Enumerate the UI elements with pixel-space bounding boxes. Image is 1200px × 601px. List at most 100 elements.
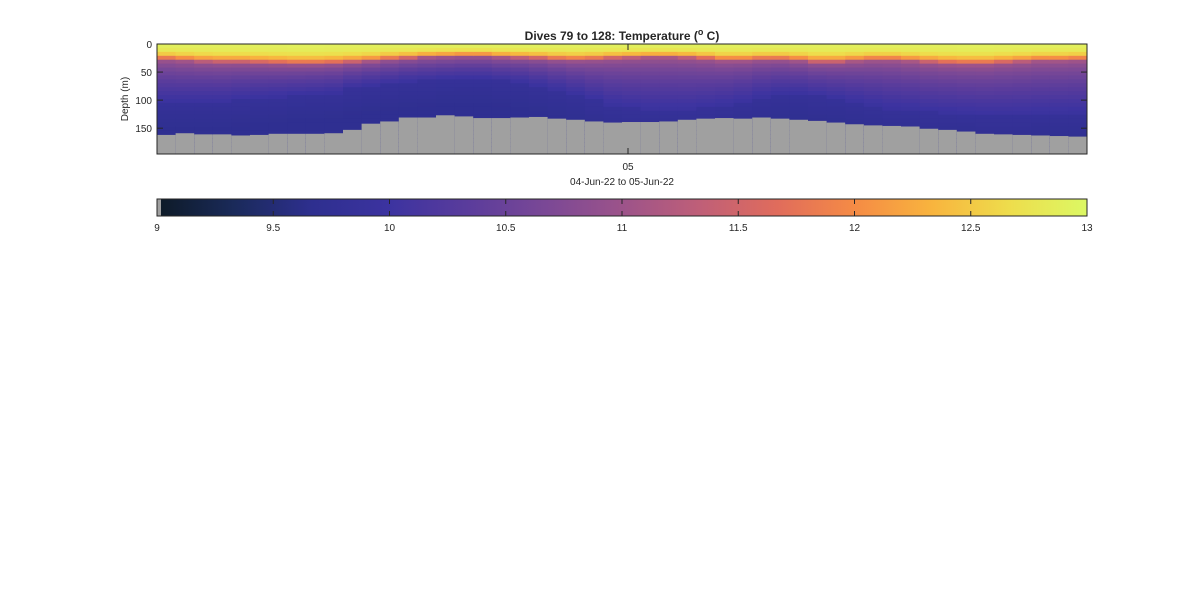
- heatmap-cell: [1068, 126, 1087, 132]
- heatmap-cell: [826, 95, 846, 100]
- heatmap-cell: [231, 130, 251, 135]
- heatmap-cell: [975, 71, 995, 77]
- heatmap-cell: [733, 99, 753, 104]
- heatmap-cell: [994, 114, 1014, 120]
- heatmap-cell: [715, 110, 735, 116]
- heatmap-cell: [417, 55, 437, 61]
- heatmap-cell: [1049, 71, 1069, 77]
- heatmap-cell: [157, 122, 177, 128]
- heatmap-cell: [1012, 95, 1032, 100]
- heatmap-cell: [491, 63, 511, 69]
- heatmap-cell: [547, 95, 567, 100]
- heatmap-cell: [1049, 87, 1069, 92]
- heatmap-cell: [1049, 114, 1069, 120]
- heatmap-cell: [975, 110, 995, 116]
- heatmap-cell: [770, 51, 790, 57]
- heatmap-cell: [529, 83, 549, 88]
- heatmap-cell: [436, 83, 456, 88]
- heatmap-cell: [1012, 122, 1032, 128]
- heatmap-cell: [956, 44, 976, 49]
- heatmap-cell: [454, 47, 474, 53]
- heatmap-cell: [361, 83, 381, 88]
- heatmap-cell: [901, 110, 921, 116]
- heatmap-cell: [454, 63, 474, 69]
- heatmap-cell: [622, 118, 642, 124]
- heatmap-cell: [938, 59, 958, 65]
- heatmap-cell: [566, 51, 586, 57]
- heatmap-cell: [826, 83, 846, 88]
- heatmap-cell: [808, 51, 828, 57]
- heatmap-cell: [250, 122, 270, 128]
- heatmap-cell: [640, 79, 660, 84]
- heatmap-cell: [547, 99, 567, 104]
- heatmap-cell: [566, 110, 586, 116]
- heatmap-cell: [417, 102, 437, 108]
- heatmap-cell: [696, 102, 716, 108]
- heatmap-cell: [268, 130, 288, 135]
- heatmap-cell: [677, 67, 697, 73]
- heatmap-cell: [175, 79, 195, 84]
- heatmap-cell: [659, 47, 679, 53]
- heatmap-cell: [380, 67, 400, 73]
- heatmap-cell: [901, 95, 921, 100]
- heatmap-cell: [212, 110, 232, 116]
- heatmap-cell: [231, 95, 251, 100]
- heatmap-cell: [343, 114, 363, 120]
- heatmap-cell: [473, 114, 493, 120]
- heatmap-cell: [268, 99, 288, 104]
- heatmap-cell: [752, 59, 772, 65]
- heatmap-cell: [789, 63, 809, 69]
- heatmap-cell: [715, 102, 735, 108]
- heatmap-cell: [659, 99, 679, 104]
- heatmap-cell: [529, 44, 549, 49]
- heatmap-cell: [454, 75, 474, 80]
- heatmap-cell: [1068, 44, 1087, 49]
- heatmap-cell: [250, 130, 270, 135]
- heatmap-cell: [157, 110, 177, 116]
- heatmap-cell: [677, 47, 697, 53]
- heatmap-cell: [175, 44, 195, 49]
- heatmap-cell: [1068, 99, 1087, 104]
- heatmap-cell: [1068, 55, 1087, 61]
- heatmap-cell: [956, 79, 976, 84]
- heatmap-cell: [268, 110, 288, 116]
- heatmap-cell: [250, 59, 270, 65]
- heatmap-cell: [250, 47, 270, 53]
- heatmap-cell: [212, 87, 232, 92]
- heatmap-cell: [789, 59, 809, 65]
- heatmap-cell: [770, 83, 790, 88]
- heatmap-cell: [212, 67, 232, 73]
- heatmap-cell: [640, 102, 660, 108]
- heatmap-cell: [250, 110, 270, 116]
- heatmap-cell: [324, 67, 344, 73]
- heatmap-cell: [919, 106, 939, 112]
- heatmap-cell: [752, 51, 772, 57]
- heatmap-cell: [305, 91, 325, 96]
- heatmap-cell: [250, 51, 270, 57]
- heatmap-cell: [659, 91, 679, 96]
- heatmap-cell: [603, 59, 623, 65]
- heatmap-cell: [398, 55, 418, 61]
- heatmap-cell: [380, 91, 400, 96]
- heatmap-cell: [956, 110, 976, 116]
- heatmap-cell: [473, 106, 493, 112]
- heatmap-cell: [510, 106, 530, 112]
- heatmap-cell: [938, 83, 958, 88]
- heatmap-cell: [752, 83, 772, 88]
- heatmap-cell: [268, 51, 288, 57]
- heatmap-cell: [622, 55, 642, 61]
- heatmap-cell: [305, 102, 325, 108]
- heatmap-cell: [566, 114, 586, 120]
- heatmap-cell: [845, 67, 865, 73]
- heatmap-cell: [882, 102, 902, 108]
- heatmap-cell: [231, 55, 251, 61]
- heatmap-cell: [287, 122, 307, 128]
- heatmap-cell: [845, 71, 865, 77]
- heatmap-cell: [287, 75, 307, 80]
- heatmap-cell: [584, 83, 604, 88]
- heatmap-cell: [1012, 83, 1032, 88]
- heatmap-cell: [1049, 110, 1069, 116]
- heatmap-cell: [305, 118, 325, 124]
- heatmap-cell: [305, 59, 325, 65]
- heatmap-cell: [398, 102, 418, 108]
